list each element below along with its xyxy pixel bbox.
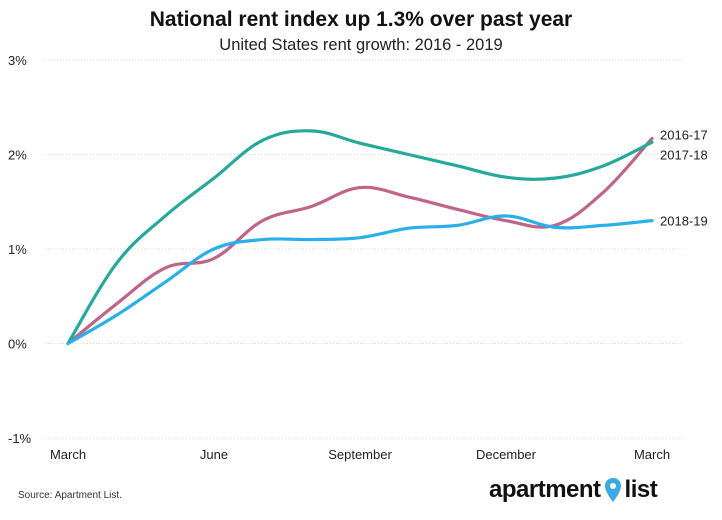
- y-tick-label: 2%: [8, 148, 27, 163]
- x-tick-label: March: [634, 447, 670, 462]
- series-line-2016-17: [66, 136, 654, 346]
- series-line-2018-19: [66, 214, 654, 346]
- map-pin-icon: [604, 477, 622, 503]
- apartment-list-logo: apartment list: [489, 476, 658, 504]
- logo-word-apartment: apartment: [489, 476, 601, 503]
- y-tick-label: 1%: [8, 242, 27, 257]
- series-line-2017-18: [66, 129, 654, 346]
- source-note: Source: Apartment List.: [18, 490, 122, 501]
- x-tick-label: December: [476, 447, 537, 462]
- series-label: 2017-18: [660, 147, 708, 162]
- logo-word-list: list: [624, 476, 658, 503]
- y-tick-label: 3%: [8, 53, 27, 68]
- x-tick-label: September: [328, 447, 392, 462]
- x-tick-label: June: [200, 447, 228, 462]
- y-tick-label: -1%: [8, 431, 32, 446]
- series-label: 2016-17: [660, 127, 708, 142]
- chart-title: National rent index up 1.3% over past ye…: [149, 8, 573, 31]
- y-tick-label: 0%: [8, 337, 27, 352]
- x-tick-label: March: [50, 447, 86, 462]
- series-label: 2018-19: [660, 214, 708, 229]
- chart-subtitle: United States rent growth: 2016 - 2019: [219, 36, 503, 54]
